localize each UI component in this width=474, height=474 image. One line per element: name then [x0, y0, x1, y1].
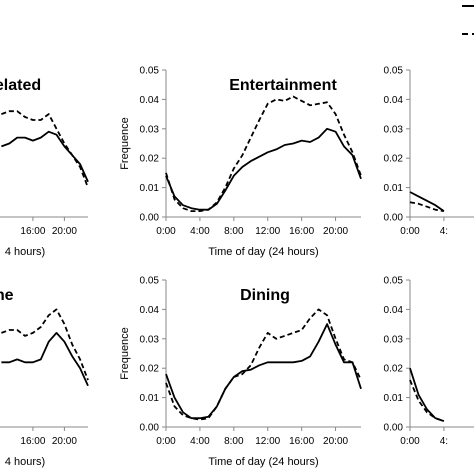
y-tick-label: 0.00	[140, 423, 160, 434]
y-tick-label: 0.00	[140, 213, 160, 224]
chart-panel-1: 16:00 20:00 4 hours) elated	[0, 77, 89, 258]
panel-title: Entertainment	[229, 77, 337, 94]
y-tick-label: 0.03	[384, 124, 404, 135]
chart-panel-5: 0.00 0.01 0.02 0.03 0.04 0.05 0:00 4:00 8:00 12:0…	[119, 276, 362, 468]
x-axis-label: 4 hours)	[5, 246, 45, 258]
dashed-series-line	[1, 110, 89, 188]
x-tick-label: 4:00	[190, 436, 210, 447]
x-tick-label: 0:00	[400, 436, 420, 447]
y-tick-label: 0.05	[384, 276, 404, 287]
chart-panels: 16:00 20:00 4 hours) elated 0.00 0.01 0.02 0.03…	[0, 66, 474, 468]
y-tick-label: 0.02	[384, 154, 404, 165]
y-tick-label: 0.01	[384, 393, 404, 404]
chart-panel-6: 0.00 0.01 0.02 0.03 0.04 0.05 0:00 4:	[384, 276, 474, 447]
dashed-series-line	[409, 379, 445, 422]
chart-panel-2: 0.00 0.01 0.02 0.03 0.04 0.05 0:00 4:00 8:00 12:0…	[119, 66, 362, 258]
solid-series-line	[165, 323, 362, 420]
x-tick-label: 16:00	[20, 436, 45, 447]
solid-series-line	[1, 130, 89, 183]
x-tick-label: 16:00	[289, 436, 314, 447]
x-tick-label: 16:00	[20, 226, 45, 237]
x-tick-label: 4:	[440, 226, 448, 237]
y-tick-label: 0.04	[384, 305, 404, 316]
dashed-series-line	[165, 308, 362, 421]
x-tick-label: 0:00	[400, 226, 420, 237]
solid-series-line	[165, 127, 362, 211]
solid-series-line	[409, 191, 445, 212]
y-tick-label: 0.03	[384, 334, 404, 345]
x-tick-label: 0:00	[156, 226, 176, 237]
y-tick-label: 0.04	[140, 305, 160, 316]
y-tick-label: 0.04	[384, 95, 404, 106]
y-axis-label: Frequence	[119, 327, 131, 380]
x-tick-label: 12:00	[255, 226, 280, 237]
y-tick-label: 0.02	[384, 364, 404, 375]
panel-title: elated	[0, 77, 41, 94]
x-tick-label: 0:00	[156, 436, 176, 447]
panel-title: Dining	[240, 287, 290, 304]
x-axis-label: Time of day (24 hours)	[208, 456, 318, 468]
x-axis-label: 4 hours)	[5, 456, 45, 468]
y-tick-label: 0.02	[140, 364, 160, 375]
y-tick-label: 0.01	[140, 183, 160, 194]
x-tick-label: 20:00	[52, 436, 77, 447]
y-tick-label: 0.04	[140, 95, 160, 106]
y-tick-label: 0.03	[140, 334, 160, 345]
y-tick-label: 0.05	[140, 276, 160, 287]
x-tick-label: 4:00	[190, 226, 210, 237]
chart-panel-4: 16:00 20:00 4 hours) me	[0, 287, 89, 468]
x-tick-label: 20:00	[52, 226, 77, 237]
dashed-series-line	[409, 201, 445, 212]
chart-panel-3: 0.00 0.01 0.02 0.03 0.04 0.05 0:00 4:	[384, 66, 474, 237]
y-tick-label: 0.05	[384, 66, 404, 77]
x-tick-label: 16:00	[289, 226, 314, 237]
y-axis-label: Frequence	[119, 117, 131, 170]
x-tick-label: 12:00	[255, 436, 280, 447]
dashed-series-line	[1, 308, 89, 381]
x-tick-label: 4:	[440, 436, 448, 447]
dashed-series-line	[165, 95, 362, 213]
solid-series-line	[409, 367, 445, 422]
solid-series-line	[1, 331, 89, 387]
y-tick-label: 0.00	[384, 213, 404, 224]
y-tick-label: 0.05	[140, 66, 160, 77]
y-tick-label: 0.00	[384, 423, 404, 434]
y-tick-label: 0.02	[140, 154, 160, 165]
x-tick-label: 8:00	[224, 436, 244, 447]
x-axis-label: Time of day (24 hours)	[208, 246, 318, 258]
x-tick-label: 20:00	[323, 436, 348, 447]
y-tick-label: 0.01	[140, 393, 160, 404]
y-tick-label: 0.01	[384, 183, 404, 194]
y-tick-label: 0.03	[140, 124, 160, 135]
x-tick-label: 8:00	[224, 226, 244, 237]
panel-title: me	[0, 287, 14, 304]
x-tick-label: 20:00	[323, 226, 348, 237]
